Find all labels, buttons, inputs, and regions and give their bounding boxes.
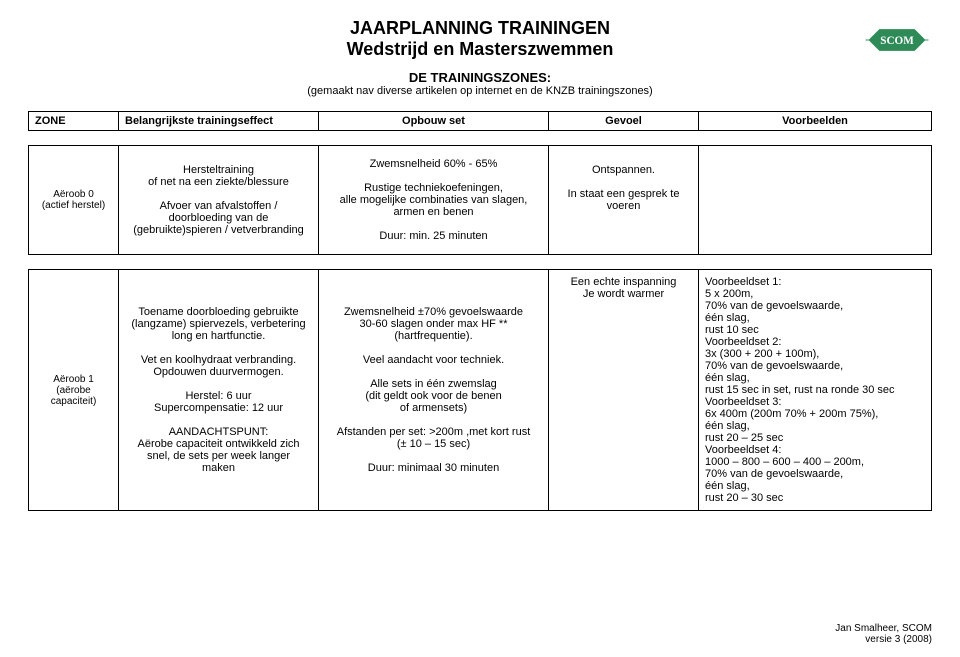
a1-ex-v4-l3: 70% van de gevoelswaarde, [705, 468, 925, 480]
a1-ex-v2-l1: Voorbeeldset 2: [705, 336, 925, 348]
zone-a0-table: Aëroob 0 (actief herstel) Hersteltrainin… [28, 145, 932, 255]
a0-zone-cell: Aëroob 0 (actief herstel) [29, 146, 119, 254]
a1-effect-cell: Toename doorbloeding gebruikte (langzame… [119, 270, 319, 510]
a1-set-p1-l1: Zwemsnelheid ±70% gevoelswaarde [325, 306, 542, 318]
a1-ex-v4-l5: rust 20 – 30 sec [705, 492, 925, 504]
a0-feel-cell: Ontspannen. In staat een gesprek te voer… [549, 146, 699, 254]
a0-feel-p1: Ontspannen. [555, 164, 692, 176]
a1-ex-v4-l1: Voorbeeldset 4: [705, 444, 925, 456]
a0-effect-p2-l1: Afvoer van afvalstoffen / [125, 200, 312, 212]
a1-ex-v3-l2: 6x 400m (200m 70% + 200m 75%), [705, 408, 925, 420]
a0-feel-p2-l2: voeren [555, 200, 692, 212]
svg-text:SCOM: SCOM [880, 35, 914, 47]
a1-ex-v1-l4: één slag, [705, 312, 925, 324]
a0-set-p2-l3: armen en benen [325, 206, 542, 218]
footer: Jan Smalheer, SCOM versie 3 (2008) [835, 623, 932, 645]
footer-l2: versie 3 (2008) [835, 634, 932, 645]
a0-set-p2-l1: Rustige techniekoefeningen, [325, 182, 542, 194]
a1-ex-v2-l5: rust 15 sec in set, rust na ronde 30 sec [705, 384, 925, 396]
a1-effect-p2-l1: Vet en koolhydraat verbranding. [125, 354, 312, 366]
a1-set-p3-l1: Alle sets in één zwemslag [325, 378, 542, 390]
title-block: JAARPLANNING TRAININGEN Wedstrijd en Mas… [28, 18, 932, 97]
title-line-2: Wedstrijd en Masterszwemmen [28, 39, 932, 60]
a1-ex-cell: Voorbeeldset 1: 5 x 200m, 70% van de gev… [699, 270, 931, 510]
a1-ex-v4-l4: één slag, [705, 480, 925, 492]
a1-ex-v1-l2: 5 x 200m, [705, 288, 925, 300]
a1-set-cell: Zwemsnelheid ±70% gevoelswaarde 30-60 sl… [319, 270, 549, 510]
a1-set-p4-l2: (± 10 – 15 sec) [325, 438, 542, 450]
column-header-row: ZONE Belangrijkste trainingseffect Opbou… [28, 111, 932, 131]
a1-ex-v2-l2: 3x (300 + 200 + 100m), [705, 348, 925, 360]
a1-feel-l1: Een echte inspanning [555, 276, 692, 288]
a1-effect-p4-l4: maken [125, 462, 312, 474]
a1-ex-v1-l5: rust 10 sec [705, 324, 925, 336]
a0-effect-p2-l3: (gebruikte)spieren / vetverbranding [125, 224, 312, 236]
a1-ex-v3-l3: één slag, [705, 420, 925, 432]
header-ex: Voorbeelden [699, 112, 931, 130]
a0-feel-p2-l1: In staat een gesprek te [555, 188, 692, 200]
a1-ex-v1-l3: 70% van de gevoelswaarde, [705, 300, 925, 312]
scom-logo: SCOM [862, 22, 932, 58]
a1-set-p4-l1: Afstanden per set: >200m ,met kort rust [325, 426, 542, 438]
header-effect: Belangrijkste trainingseffect [119, 112, 319, 130]
a0-set-p3: Duur: min. 25 minuten [325, 230, 542, 242]
a1-ex-v2-l3: 70% van de gevoelswaarde, [705, 360, 925, 372]
a0-set-p1: Zwemsnelheid 60% - 65% [325, 158, 542, 170]
title-line-1: JAARPLANNING TRAININGEN [28, 18, 932, 39]
footer-l1: Jan Smalheer, SCOM [835, 623, 932, 634]
zone-a1-table: Aëroob 1 (aërobe capaciteit) Toename doo… [28, 269, 932, 511]
header-zone: ZONE [29, 112, 119, 130]
a0-effect-p1-l1: Hersteltraining [125, 164, 312, 176]
a1-ex-v2-l4: één slag, [705, 372, 925, 384]
a1-effect-p1-l3: long en hartfunctie. [125, 330, 312, 342]
a0-set-p2-l2: alle mogelijke combinaties van slagen, [325, 194, 542, 206]
a1-effect-p4-l2: Aërobe capaciteit ontwikkeld zich [125, 438, 312, 450]
a1-ex-v4-l2: 1000 – 800 – 600 – 400 – 200m, [705, 456, 925, 468]
a1-feel-l2: Je wordt warmer [555, 288, 692, 300]
a1-set-p5: Duur: minimaal 30 minuten [325, 462, 542, 474]
a1-ex-v3-l1: Voorbeeldset 3: [705, 396, 925, 408]
a1-effect-p1-l1: Toename doorbloeding gebruikte [125, 306, 312, 318]
a1-effect-p3-l1: Herstel: 6 uur [125, 390, 312, 402]
a1-ex-v1-l1: Voorbeeldset 1: [705, 276, 925, 288]
header-feel: Gevoel [549, 112, 699, 130]
a1-set-p1-l2: 30-60 slagen onder max HF ** [325, 318, 542, 330]
a1-effect-p3-l2: Supercompensatie: 12 uur [125, 402, 312, 414]
a1-zone-sub: (aërobe capaciteit) [35, 385, 112, 407]
a1-effect-p2-l2: Opdouwen duurvermogen. [125, 366, 312, 378]
a0-effect-p1-l2: of net na een ziekte/blessure [125, 176, 312, 188]
caption: (gemaakt nav diverse artikelen op intern… [28, 85, 932, 97]
a0-ex-cell [699, 146, 931, 254]
header-set: Opbouw set [319, 112, 549, 130]
a1-set-p3-l3: of armensets) [325, 402, 542, 414]
a0-zone-name: Aëroob 0 [35, 189, 112, 200]
a1-effect-p1-l2: (langzame) spiervezels, verbetering [125, 318, 312, 330]
subtitle: DE TRAININGSZONES: [28, 70, 932, 85]
a1-zone-cell: Aëroob 1 (aërobe capaciteit) [29, 270, 119, 510]
a1-set-p3-l2: (dit geldt ook voor de benen [325, 390, 542, 402]
a1-zone-name: Aëroob 1 [35, 374, 112, 385]
a1-set-p1-l3: (hartfrequentie). [325, 330, 542, 342]
a0-zone-sub: (actief herstel) [35, 200, 112, 211]
a1-set-p2: Veel aandacht voor techniek. [325, 354, 542, 366]
a1-feel-cell: Een echte inspanning Je wordt warmer [549, 270, 699, 510]
a1-ex-v3-l4: rust 20 – 25 sec [705, 432, 925, 444]
a0-effect-p2-l2: doorbloeding van de [125, 212, 312, 224]
a0-effect-cell: Hersteltraining of net na een ziekte/ble… [119, 146, 319, 254]
a0-set-cell: Zwemsnelheid 60% - 65% Rustige technieko… [319, 146, 549, 254]
a1-effect-p4-l1: AANDACHTSPUNT: [125, 426, 312, 438]
a1-effect-p4-l3: snel, de sets per week langer [125, 450, 312, 462]
